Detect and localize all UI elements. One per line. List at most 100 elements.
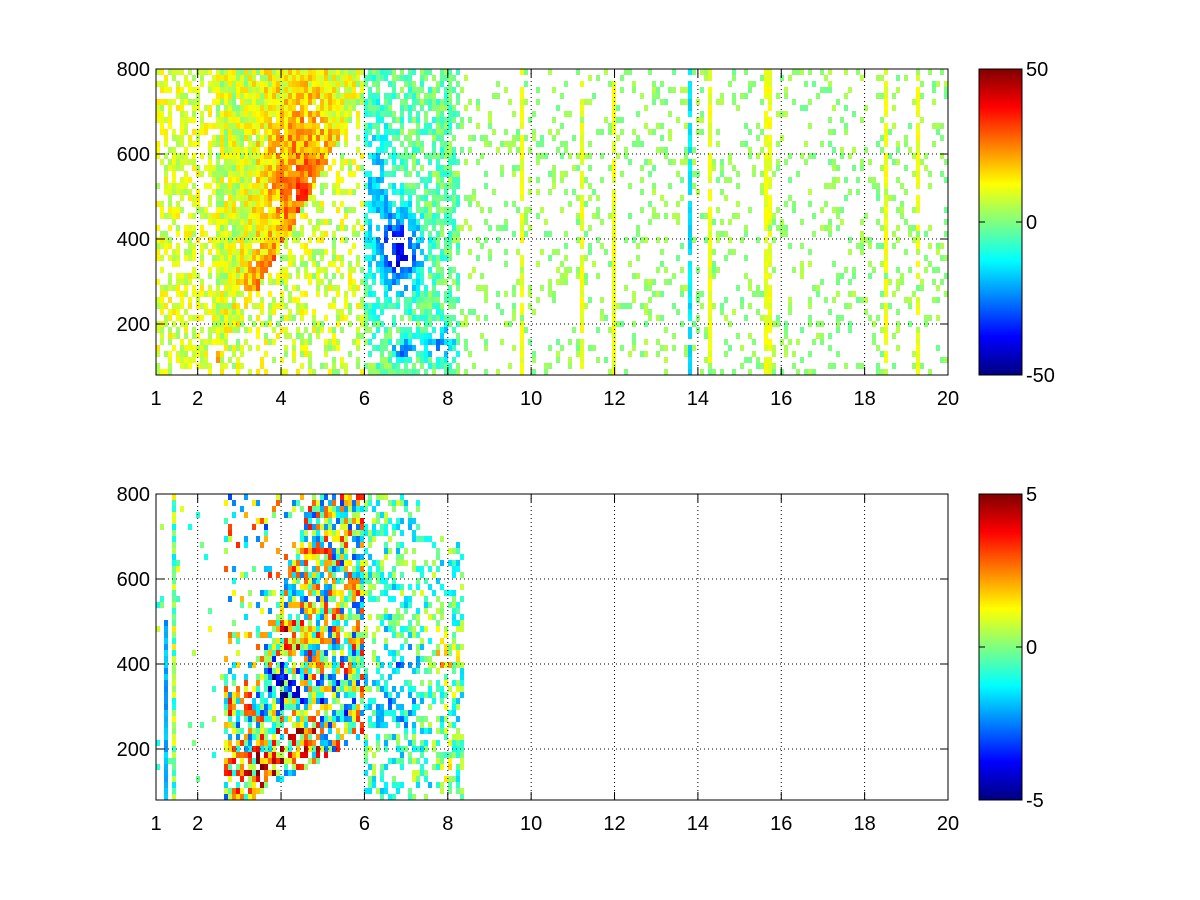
- heatmap-cell: [292, 297, 296, 303]
- heatmap-cell: [192, 195, 196, 201]
- heatmap-cell: [384, 345, 388, 351]
- heatmap-cell: [612, 117, 616, 123]
- heatmap-cell: [552, 249, 556, 255]
- heatmap-cell: [256, 728, 260, 734]
- heatmap-cell: [232, 788, 236, 794]
- heatmap-cell: [432, 279, 436, 285]
- heatmap-cell: [672, 69, 676, 75]
- heatmap-cell: [660, 99, 664, 105]
- heatmap-cell: [404, 81, 408, 87]
- heatmap-cell: [316, 105, 320, 111]
- heatmap-cell: [304, 524, 308, 530]
- heatmap-cell: [236, 650, 240, 656]
- heatmap-cell: [204, 363, 208, 369]
- heatmap-cell: [332, 303, 336, 309]
- heatmap-cell: [772, 267, 776, 273]
- heatmap-cell: [708, 117, 712, 123]
- heatmap-cell: [300, 195, 304, 201]
- heatmap-cell: [308, 740, 312, 746]
- heatmap-cell: [740, 363, 744, 369]
- heatmap-cell: [180, 183, 184, 189]
- heatmap-cell: [272, 195, 276, 201]
- heatmap-cell: [300, 602, 304, 608]
- heatmap-cell: [276, 698, 280, 704]
- heatmap-cell: [444, 219, 448, 225]
- heatmap-cell: [224, 75, 228, 81]
- heatmap-cell: [244, 213, 248, 219]
- heatmap-cell: [692, 237, 696, 243]
- heatmap-cell: [832, 165, 836, 171]
- heatmap-cell: [348, 560, 352, 566]
- heatmap-cell: [332, 638, 336, 644]
- heatmap-cell: [520, 339, 524, 345]
- heatmap-cell: [896, 207, 900, 213]
- heatmap-cell: [308, 608, 312, 614]
- heatmap-cell: [224, 87, 228, 93]
- heatmap-cell: [300, 99, 304, 105]
- heatmap-cell: [744, 273, 748, 279]
- heatmap-cell: [188, 177, 192, 183]
- heatmap-cell: [304, 327, 308, 333]
- heatmap-cell: [284, 81, 288, 87]
- heatmap-cell: [212, 752, 216, 758]
- heatmap-cell: [832, 147, 836, 153]
- heatmap-cell: [400, 213, 404, 219]
- heatmap-cell: [708, 153, 712, 159]
- heatmap-cell: [300, 69, 304, 75]
- heatmap-cell: [308, 87, 312, 93]
- heatmap-cell: [316, 135, 320, 141]
- heatmap-cell: [824, 75, 828, 81]
- heatmap-cell: [372, 99, 376, 105]
- heatmap-cell: [612, 327, 616, 333]
- heatmap-cell: [228, 632, 232, 638]
- heatmap-cell: [448, 69, 452, 75]
- heatmap-cell: [256, 716, 260, 722]
- heatmap-cell: [720, 99, 724, 105]
- top-colorbar-ticks: 500-50: [979, 59, 1055, 387]
- heatmap-cell: [168, 273, 172, 279]
- heatmap-cell: [556, 351, 560, 357]
- heatmap-cell: [244, 75, 248, 81]
- heatmap-cell: [392, 87, 396, 93]
- heatmap-cell: [324, 147, 328, 153]
- heatmap-cell: [212, 716, 216, 722]
- heatmap-cell: [408, 339, 412, 345]
- heatmap-cell: [776, 225, 780, 231]
- heatmap-cell: [864, 105, 868, 111]
- heatmap-cell: [276, 249, 280, 255]
- heatmap-cell: [504, 249, 508, 255]
- heatmap-cell: [612, 147, 616, 153]
- heatmap-cell: [440, 69, 444, 75]
- heatmap-cell: [644, 159, 648, 165]
- heatmap-cell: [436, 255, 440, 261]
- heatmap-cell: [328, 141, 332, 147]
- heatmap-cell: [380, 75, 384, 81]
- heatmap-cell: [248, 279, 252, 285]
- heatmap-cell: [296, 614, 300, 620]
- heatmap-cell: [612, 81, 616, 87]
- heatmap-cell: [916, 87, 920, 93]
- heatmap-cell: [724, 297, 728, 303]
- heatmap-cell: [612, 171, 616, 177]
- heatmap-cell: [340, 165, 344, 171]
- heatmap-cell: [612, 99, 616, 105]
- heatmap-cell: [352, 578, 356, 584]
- heatmap-cell: [452, 369, 456, 375]
- heatmap-cell: [320, 656, 324, 662]
- heatmap-cell: [696, 129, 700, 135]
- heatmap-cell: [348, 644, 352, 650]
- heatmap-cell: [728, 321, 732, 327]
- heatmap-cell: [172, 219, 176, 225]
- heatmap-cell: [468, 99, 472, 105]
- heatmap-cell: [276, 710, 280, 716]
- heatmap-cell: [596, 129, 600, 135]
- x-tick-label: 16: [770, 388, 792, 410]
- heatmap-cell: [732, 165, 736, 171]
- heatmap-cell: [664, 213, 668, 219]
- heatmap-cell: [380, 141, 384, 147]
- heatmap-cell: [224, 500, 228, 506]
- heatmap-cell: [256, 776, 260, 782]
- heatmap-cell: [308, 662, 312, 668]
- heatmap-cell: [916, 105, 920, 111]
- heatmap-cell: [256, 213, 260, 219]
